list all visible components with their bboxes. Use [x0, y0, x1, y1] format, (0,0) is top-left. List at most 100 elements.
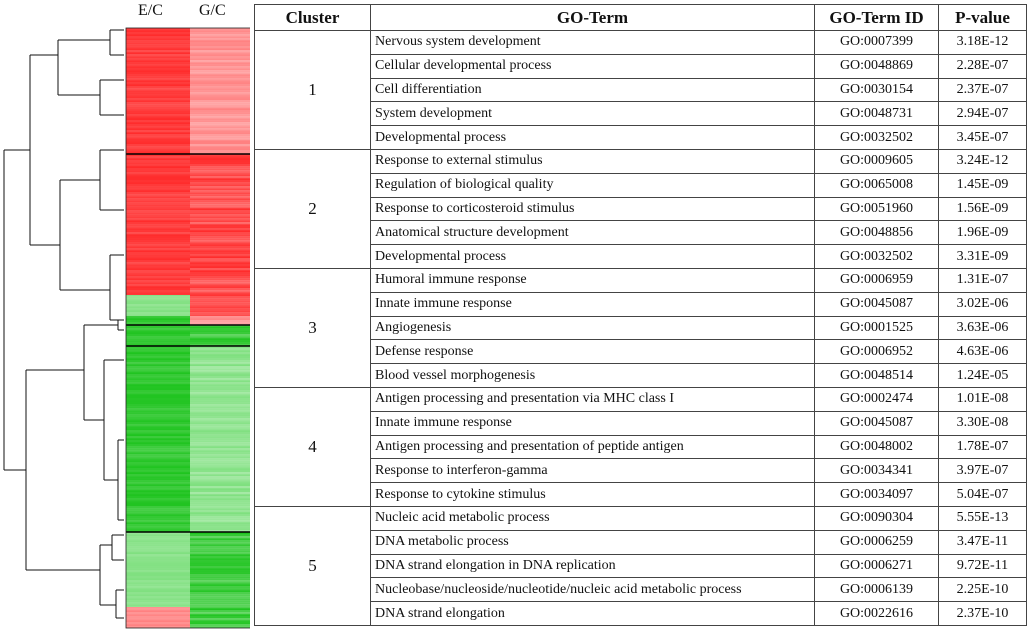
go-term-cell: DNA strand elongation — [370, 601, 815, 626]
heatmap-texture-ec — [126, 284, 190, 287]
heatmap-texture-gc — [190, 130, 250, 133]
table-row: Response to cytokine stimulus GO:0034097 5… — [255, 482, 1027, 507]
heatmap-col-ec-label: E/C — [138, 2, 163, 19]
heatmap-texture-ec — [126, 216, 190, 219]
heatmap-texture-ec — [126, 592, 190, 595]
heatmap-texture-ec — [126, 104, 190, 107]
heatmap-texture-ec — [126, 130, 190, 133]
go-term-cell: Response to interferon-gamma — [370, 458, 815, 484]
heatmap-texture-gc — [190, 36, 250, 39]
heatmap-texture-gc — [190, 114, 250, 117]
heatmap-texture-ec — [126, 450, 190, 453]
heatmap-texture-gc — [190, 294, 250, 297]
heatmap-texture-ec — [126, 220, 190, 222]
go-term-id-cell: GO:0048514 — [814, 363, 939, 388]
heatmap-texture-gc — [190, 402, 250, 405]
heatmap-texture-gc — [190, 612, 250, 615]
heatmap-texture-ec — [126, 562, 190, 565]
heatmap-texture-gc — [190, 460, 250, 463]
heatmap-texture-ec — [126, 120, 190, 123]
p-value-cell: 2.28E-07 — [938, 53, 1027, 79]
table-row: Cellular developmental process GO:0048869… — [255, 53, 1027, 79]
heatmap-cell-ec — [126, 28, 190, 154]
heatmap-texture-gc — [190, 228, 250, 231]
heatmap-texture-ec — [126, 380, 190, 383]
go-term-cell: Response to cytokine stimulus — [370, 482, 815, 507]
heatmap-texture-ec — [126, 320, 190, 323]
heatmap-texture-ec — [126, 28, 190, 31]
heatmap-texture-gc — [190, 56, 250, 59]
heatmap-texture-gc — [190, 76, 250, 79]
heatmap-texture-ec — [126, 466, 190, 468]
heatmap-texture-ec — [126, 146, 190, 149]
heatmap-texture-gc — [190, 342, 250, 345]
heatmap-texture-gc — [190, 98, 250, 101]
heatmap-texture-gc — [190, 198, 250, 201]
heatmap-texture-ec — [126, 202, 190, 205]
heatmap-texture-ec — [126, 500, 190, 503]
heatmap-cell-ec — [126, 325, 190, 346]
heatmap-texture-gc — [190, 576, 250, 579]
heatmap-texture-ec — [126, 176, 190, 178]
heatmap-texture-gc — [190, 62, 250, 65]
table-row: 1 Nervous system development GO:0007399 3.1… — [254, 30, 1027, 150]
heatmap-texture-ec — [126, 504, 190, 506]
heatmap-texture-gc — [190, 538, 250, 541]
heatmap-texture-ec — [126, 582, 190, 585]
heatmap-texture-gc — [190, 420, 250, 423]
heatmap-texture-ec — [126, 140, 190, 142]
heatmap-texture-ec — [126, 224, 190, 227]
go-term-id-cell: GO:0048731 — [814, 101, 939, 127]
heatmap-texture-ec — [126, 440, 190, 443]
heatmap-texture-ec — [126, 162, 190, 165]
heatmap-texture-gc — [190, 188, 250, 191]
heatmap-texture-ec — [126, 160, 190, 163]
heatmap-texture-gc — [190, 122, 250, 125]
heatmap-cell-ec — [126, 532, 190, 607]
heatmap-texture-ec — [126, 128, 190, 130]
heatmap-texture-gc — [190, 254, 250, 257]
heatmap-texture-gc — [190, 290, 250, 293]
go-term-id-cell: GO:0048869 — [814, 53, 939, 79]
heatmap-texture-gc — [190, 590, 250, 593]
heatmap-texture-gc — [190, 604, 250, 607]
table-row: Defense response GO:0006952 4.63E-06 — [255, 339, 1027, 365]
heatmap-texture-gc — [190, 310, 250, 313]
heatmap-texture-ec — [126, 328, 190, 331]
heatmap-texture-ec — [126, 518, 190, 521]
heatmap-texture-gc — [190, 592, 250, 595]
heatmap-texture-gc — [190, 166, 250, 169]
p-value-cell: 3.18E-12 — [938, 30, 1027, 55]
heatmap-texture-gc — [190, 548, 250, 551]
heatmap-texture-ec — [126, 300, 190, 303]
heatmap-texture-ec — [126, 344, 190, 347]
go-term-cell: Nucleobase/nucleoside/nucleotide/nucleic… — [370, 577, 815, 603]
heatmap-texture-ec — [126, 238, 190, 241]
heatmap-texture-ec — [126, 302, 190, 304]
heatmap-texture-gc — [190, 292, 250, 295]
cluster-label: 3 — [254, 267, 371, 388]
heatmap-texture-ec — [126, 368, 190, 371]
heatmap-texture-gc — [190, 248, 250, 251]
heatmap-texture-ec — [126, 210, 190, 213]
heatmap-texture-ec — [126, 196, 190, 199]
table-body: 1 Nervous system development GO:0007399 3.1… — [254, 30, 1027, 626]
heatmap-texture-ec — [126, 400, 190, 402]
go-term-id-cell: GO:0006259 — [814, 529, 939, 555]
heatmap-texture-gc — [190, 302, 250, 305]
heatmap-texture-gc — [190, 600, 250, 603]
heatmap-texture-ec — [126, 318, 190, 320]
heatmap-texture-ec — [126, 74, 190, 77]
go-term-cell: Developmental process — [370, 244, 815, 269]
go-term-id-cell: GO:0006139 — [814, 577, 939, 603]
go-term-cell: Blood vessel morphogenesis — [370, 363, 815, 388]
heatmap-texture-ec — [126, 256, 190, 259]
heatmap-texture-gc — [190, 196, 250, 199]
heatmap-texture-ec — [126, 172, 190, 175]
go-term-cell: DNA metabolic process — [370, 529, 815, 555]
heatmap-texture-gc — [190, 462, 250, 465]
heatmap-texture-ec — [126, 206, 190, 209]
heatmap-texture-gc — [190, 536, 250, 539]
heatmap-texture-ec — [126, 142, 190, 144]
